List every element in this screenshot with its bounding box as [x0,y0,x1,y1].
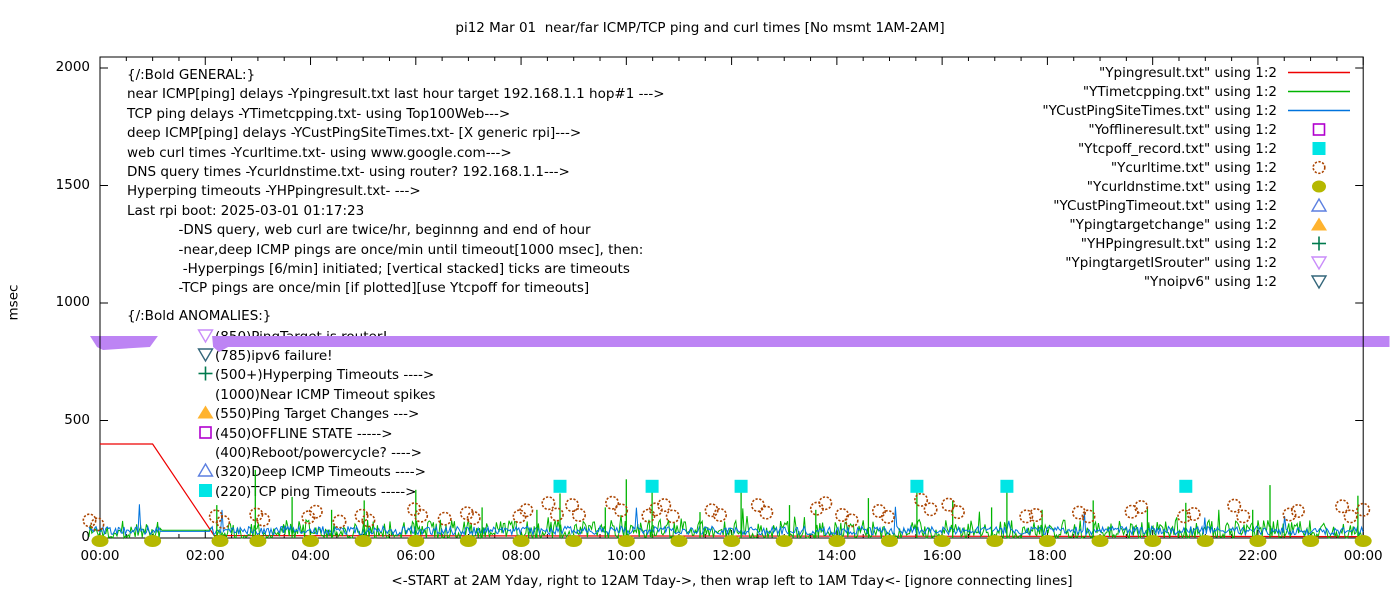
plus-icon [197,365,214,386]
triangle-up-filled-icon [1287,216,1351,233]
series-ycurldnstime-dots [91,535,1372,547]
anomaly-label: (320)Deep ICMP Timeouts ----> [215,464,426,481]
legend-item: "Ynoipv6" using 1:2 [0,272,1400,291]
legend-item: "YpingtargetISrouter" using 1:2 [0,253,1400,272]
x-tick-label: 08:00 [501,548,541,564]
x-tick-label: 14:00 [817,548,857,564]
legend-label: "YHPpingresult.txt" using 1:2 [1080,236,1277,252]
x-tick-label: 04:00 [291,548,330,564]
x-tick-label: 12:00 [712,548,752,564]
triangle-up-open-icon [1287,197,1351,214]
triangle-down-open-icon [197,346,214,367]
legend-label: "Ycurltime.txt" using 1:2 [1110,160,1277,176]
square-filled-icon [197,482,214,503]
x-axis-label: <-START at 2AM Yday, right to 12AM Tday-… [391,573,1073,589]
series-ycustpingsitetimes-line [88,504,1364,537]
x-tick-label: 10:00 [606,548,646,564]
series-ytcpoff-squares [553,479,1193,493]
line-icon [1287,83,1351,100]
legend-label: "Ypingresult.txt" using 1:2 [1099,65,1277,81]
square-filled-icon [1287,140,1351,157]
legend-label: "Ypingtargetchange" using 1:2 [1069,217,1277,233]
x-tick-label: 18:00 [1027,548,1067,564]
legend-item: "YCustPingTimeout.txt" using 1:2 [0,196,1400,215]
anomaly-label: (550)Ping Target Changes ---> [215,406,420,423]
legend-item: "YTimetcpping.txt" using 1:2 [0,82,1400,101]
legend-item: "Ypingtargetchange" using 1:2 [0,215,1400,234]
anomaly-label: (785)ipv6 failure! [215,347,333,364]
anomaly-item: (220)TCP ping Timeouts -----> [197,482,417,503]
legend-label: "Ynoipv6" using 1:2 [1143,274,1277,290]
y-tick-label: 0 [81,529,90,545]
anomaly-item: (1000)Near ICMP Timeout spikes [197,385,435,406]
anomaly-label: (850)PingTarget is router! [215,328,388,345]
x-tick-label: 20:00 [1133,548,1173,564]
anomaly-item: (450)OFFLINE STATE -----> [197,424,393,445]
triangle-down-open-icon [1287,254,1351,271]
circle-open-icon [1287,159,1351,176]
legend-item: "Yofflineresult.txt" using 1:2 [0,120,1400,139]
legend-item: "YHPpingresult.txt" using 1:2 [0,234,1400,253]
legend-label: "Yofflineresult.txt" using 1:2 [1088,122,1277,138]
square-open-icon [1287,121,1351,138]
triangle-up-filled-icon [197,404,214,425]
legend-label: "YpingtargetISrouter" using 1:2 [1065,255,1277,271]
anomaly-label: (220)TCP ping Timeouts -----> [215,483,417,500]
legend-item: "YCustPingSiteTimes.txt" using 1:2 [0,101,1400,120]
series-ytimetcpping-line [88,508,1364,540]
y-tick-label: 1500 [55,176,90,193]
x-tick-label: 00:00 [1343,548,1383,564]
anomaly-item: (550)Ping Target Changes ---> [197,404,419,425]
triangle-down-open-icon [1287,273,1351,290]
x-tick-label: 16:00 [922,548,962,564]
square-open-icon [197,424,214,445]
chart-title: pi12 Mar 01 near/far ICMP/TCP ping and c… [455,20,945,36]
legend-label: "YCustPingTimeout.txt" using 1:2 [1053,198,1277,214]
anomaly-item: (320)Deep ICMP Timeouts ----> [197,462,426,483]
anomaly-label: (500+)Hyperping Timeouts ----> [215,367,435,384]
legend-item: "Ypingresult.txt" using 1:2 [0,63,1400,82]
anomaly-label: (400)Reboot/powercycle? ----> [215,444,422,461]
anomaly-label: (450)OFFLINE STATE -----> [215,425,393,442]
y-tick-label: 2000 [55,59,90,75]
anomaly-item: (500+)Hyperping Timeouts ----> [197,365,434,386]
y-tick-label: 1000 [55,294,90,310]
x-tick-label: 22:00 [1238,548,1278,564]
anomaly-item: (400)Reboot/powercycle? ----> [197,443,422,464]
anomaly-item: (850)PingTarget is router! [197,327,388,348]
anomaly-label: (1000)Near ICMP Timeout spikes [215,386,436,403]
y-tick-label: 500 [64,411,90,428]
anomalies-header: {/:Bold ANOMALIES:} [127,308,272,324]
triangle-down-open-icon [197,327,214,348]
line-icon [1287,102,1351,119]
legend-label: "Ycurldnstime.txt" using 1:2 [1086,179,1277,195]
legend-item: "Ycurltime.txt" using 1:2 [0,158,1400,177]
x-tick-label: 02:00 [185,548,225,564]
circle-filled-icon [1287,178,1351,195]
triangle-up-open-icon [197,462,214,483]
line-icon [1287,64,1351,81]
anomaly-marker-spacer [197,385,214,406]
x-tick-label: 00:00 [80,548,120,564]
legend-label: "Ytcpoff_record.txt" using 1:2 [1077,141,1277,157]
plus-icon [1287,235,1351,252]
legend-label: "YCustPingSiteTimes.txt" using 1:2 [1042,103,1277,119]
anomaly-item: (785)ipv6 failure! [197,346,333,367]
legend-item: "Ycurldnstime.txt" using 1:2 [0,177,1400,196]
anomaly-marker-spacer [197,443,214,464]
legend-label: "YTimetcpping.txt" using 1:2 [1082,84,1277,100]
legend-item: "Ytcpoff_record.txt" using 1:2 [0,139,1400,158]
x-tick-label: 06:00 [396,548,436,564]
